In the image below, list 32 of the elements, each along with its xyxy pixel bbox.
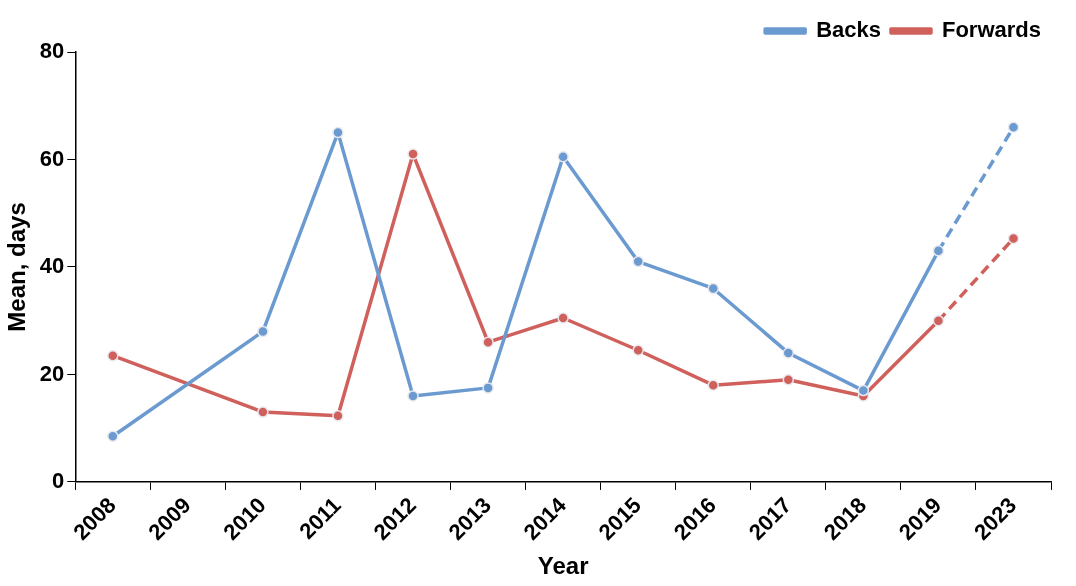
point — [782, 347, 795, 359]
point — [257, 325, 269, 338]
point — [857, 384, 870, 397]
point — [557, 151, 569, 163]
point — [707, 379, 719, 391]
point — [557, 312, 569, 324]
point — [407, 390, 419, 402]
point — [107, 430, 119, 442]
y-tick-label: 20 — [39, 360, 65, 386]
point — [1007, 232, 1020, 245]
point — [407, 148, 419, 160]
point — [482, 382, 494, 394]
point — [332, 410, 344, 422]
y-tick-label: 80 — [39, 38, 65, 64]
point — [1007, 121, 1020, 133]
point — [632, 255, 644, 268]
legend-label: Backs — [816, 17, 881, 43]
point — [632, 344, 644, 357]
point — [257, 406, 269, 418]
y-tick-label: 0 — [52, 467, 65, 493]
x-axis-title: Year — [537, 552, 589, 580]
point — [482, 336, 494, 348]
point — [782, 374, 795, 386]
point — [107, 349, 119, 362]
point — [932, 245, 945, 257]
y-tick-label: 60 — [39, 145, 65, 171]
y-axis-title: Mean, days — [3, 202, 31, 332]
point — [332, 126, 344, 139]
y-tick-label: 40 — [39, 253, 65, 279]
point — [707, 282, 719, 295]
legend-label: Forwards — [941, 17, 1042, 43]
point — [932, 314, 945, 327]
